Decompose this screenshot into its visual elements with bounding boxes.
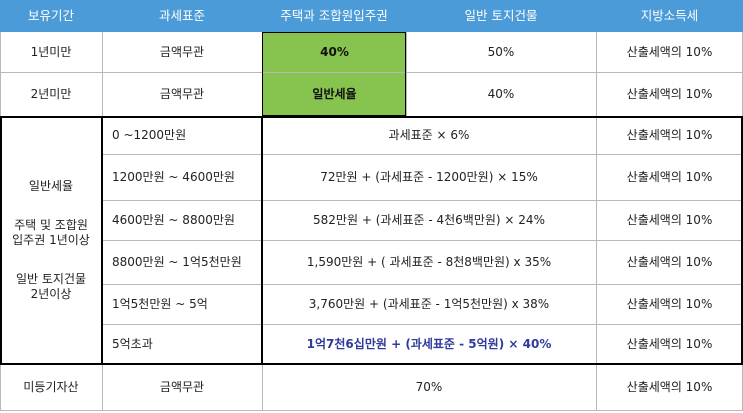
highlight-border <box>262 115 406 116</box>
row2-housing-rate: 일반세율 <box>263 73 406 115</box>
group-border-left <box>0 116 2 365</box>
header-local-income-tax: 지방소득세 <box>596 0 743 32</box>
bracket4-base: 8800만원 ~ 1억5천만원 <box>112 254 242 269</box>
group-label-line3: 입주권 1년이상 <box>12 232 90 247</box>
header-housing: 주택과 조합원입주권 <box>262 0 406 32</box>
row1-local: 산출세액의 10% <box>626 44 713 59</box>
grid-line <box>596 32 597 410</box>
bracket6-formula: 1억7천6십만원 + (과세표준 - 5억원) × 40% <box>306 336 552 351</box>
group-border-divider <box>261 116 263 365</box>
group-border-right <box>741 116 743 365</box>
grid-line <box>0 32 1 116</box>
bracket1-formula: 과세표준 × 6% <box>388 127 470 142</box>
row2-period: 2년미만 <box>30 86 72 101</box>
group-label-line4: 일반 토지건물 <box>15 271 87 286</box>
row2-land-rate: 40% <box>487 86 515 101</box>
group-border-top <box>0 116 743 118</box>
bracket3-base: 4600만원 ~ 8800만원 <box>112 212 235 227</box>
general-rate-group-label: 일반세율 주택 및 조합원 입주권 1년이상 일반 토지건물 2년이상 <box>0 116 102 364</box>
group-label-line1: 일반세율 <box>28 178 74 193</box>
bracket1-local: 산출세액의 10% <box>626 127 713 142</box>
bracket2-base: 1200만원 ~ 4600만원 <box>112 169 235 184</box>
highlight-border <box>262 32 406 33</box>
header-period: 보유기간 <box>0 0 102 32</box>
grid-line <box>0 410 743 411</box>
row1-base: 금액무관 <box>159 44 205 59</box>
bracket3-local: 산출세액의 10% <box>626 212 713 227</box>
unregistered-base: 금액무관 <box>159 379 205 394</box>
bracket2-local: 산출세액의 10% <box>626 169 713 184</box>
bracket6-local: 산출세액의 10% <box>626 336 713 351</box>
bracket2-formula: 72만원 + (과세표준 - 1200만원) × 15% <box>320 169 538 184</box>
row2-base: 금액무관 <box>159 86 205 101</box>
bracket5-base: 1억5천만원 ~ 5억 <box>112 296 208 311</box>
grid-line <box>102 240 743 241</box>
unregistered-period: 미등기자산 <box>23 379 79 394</box>
bracket4-local: 산출세액의 10% <box>626 254 713 269</box>
group-border-divider <box>101 116 103 365</box>
bracket5-formula: 3,760만원 + (과세표준 - 1억5천만원) x 38% <box>308 296 550 311</box>
bracket5-local: 산출세액의 10% <box>626 296 713 311</box>
row1-land-rate: 50% <box>487 44 515 59</box>
grid-line <box>102 154 743 155</box>
header-tax-base: 과세표준 <box>102 0 262 32</box>
grid-line <box>262 364 263 410</box>
bracket1-base: 0 ~1200만원 <box>112 127 187 142</box>
bracket3-formula: 582만원 + (과세표준 - 4천6백만원) × 24% <box>313 212 545 227</box>
group-label-line2: 주택 및 조합원 <box>14 217 88 232</box>
row1-housing-rate: 40% <box>263 33 406 72</box>
grid-line <box>102 364 103 410</box>
grid-line <box>102 32 103 116</box>
grid-line <box>102 324 743 325</box>
grid-line <box>102 284 743 285</box>
header-land-building: 일반 토지건물 <box>406 0 596 32</box>
grid-line <box>406 32 407 116</box>
group-label-line5: 2년이상 <box>30 286 72 301</box>
unregistered-local: 산출세액의 10% <box>626 379 713 394</box>
grid-line <box>102 200 743 201</box>
highlight-border <box>262 32 263 116</box>
unregistered-rate: 70% <box>415 379 443 394</box>
grid-line <box>0 364 1 410</box>
bracket4-formula: 1,590만원 + ( 과세표준 - 8천8백만원) x 35% <box>306 254 552 269</box>
row1-period: 1년미만 <box>30 44 72 59</box>
group-border-bottom <box>0 363 743 365</box>
highlight-border <box>405 32 406 116</box>
bracket6-base: 5억초과 <box>112 336 153 351</box>
grid-line <box>0 72 743 73</box>
row2-local: 산출세액의 10% <box>626 86 713 101</box>
